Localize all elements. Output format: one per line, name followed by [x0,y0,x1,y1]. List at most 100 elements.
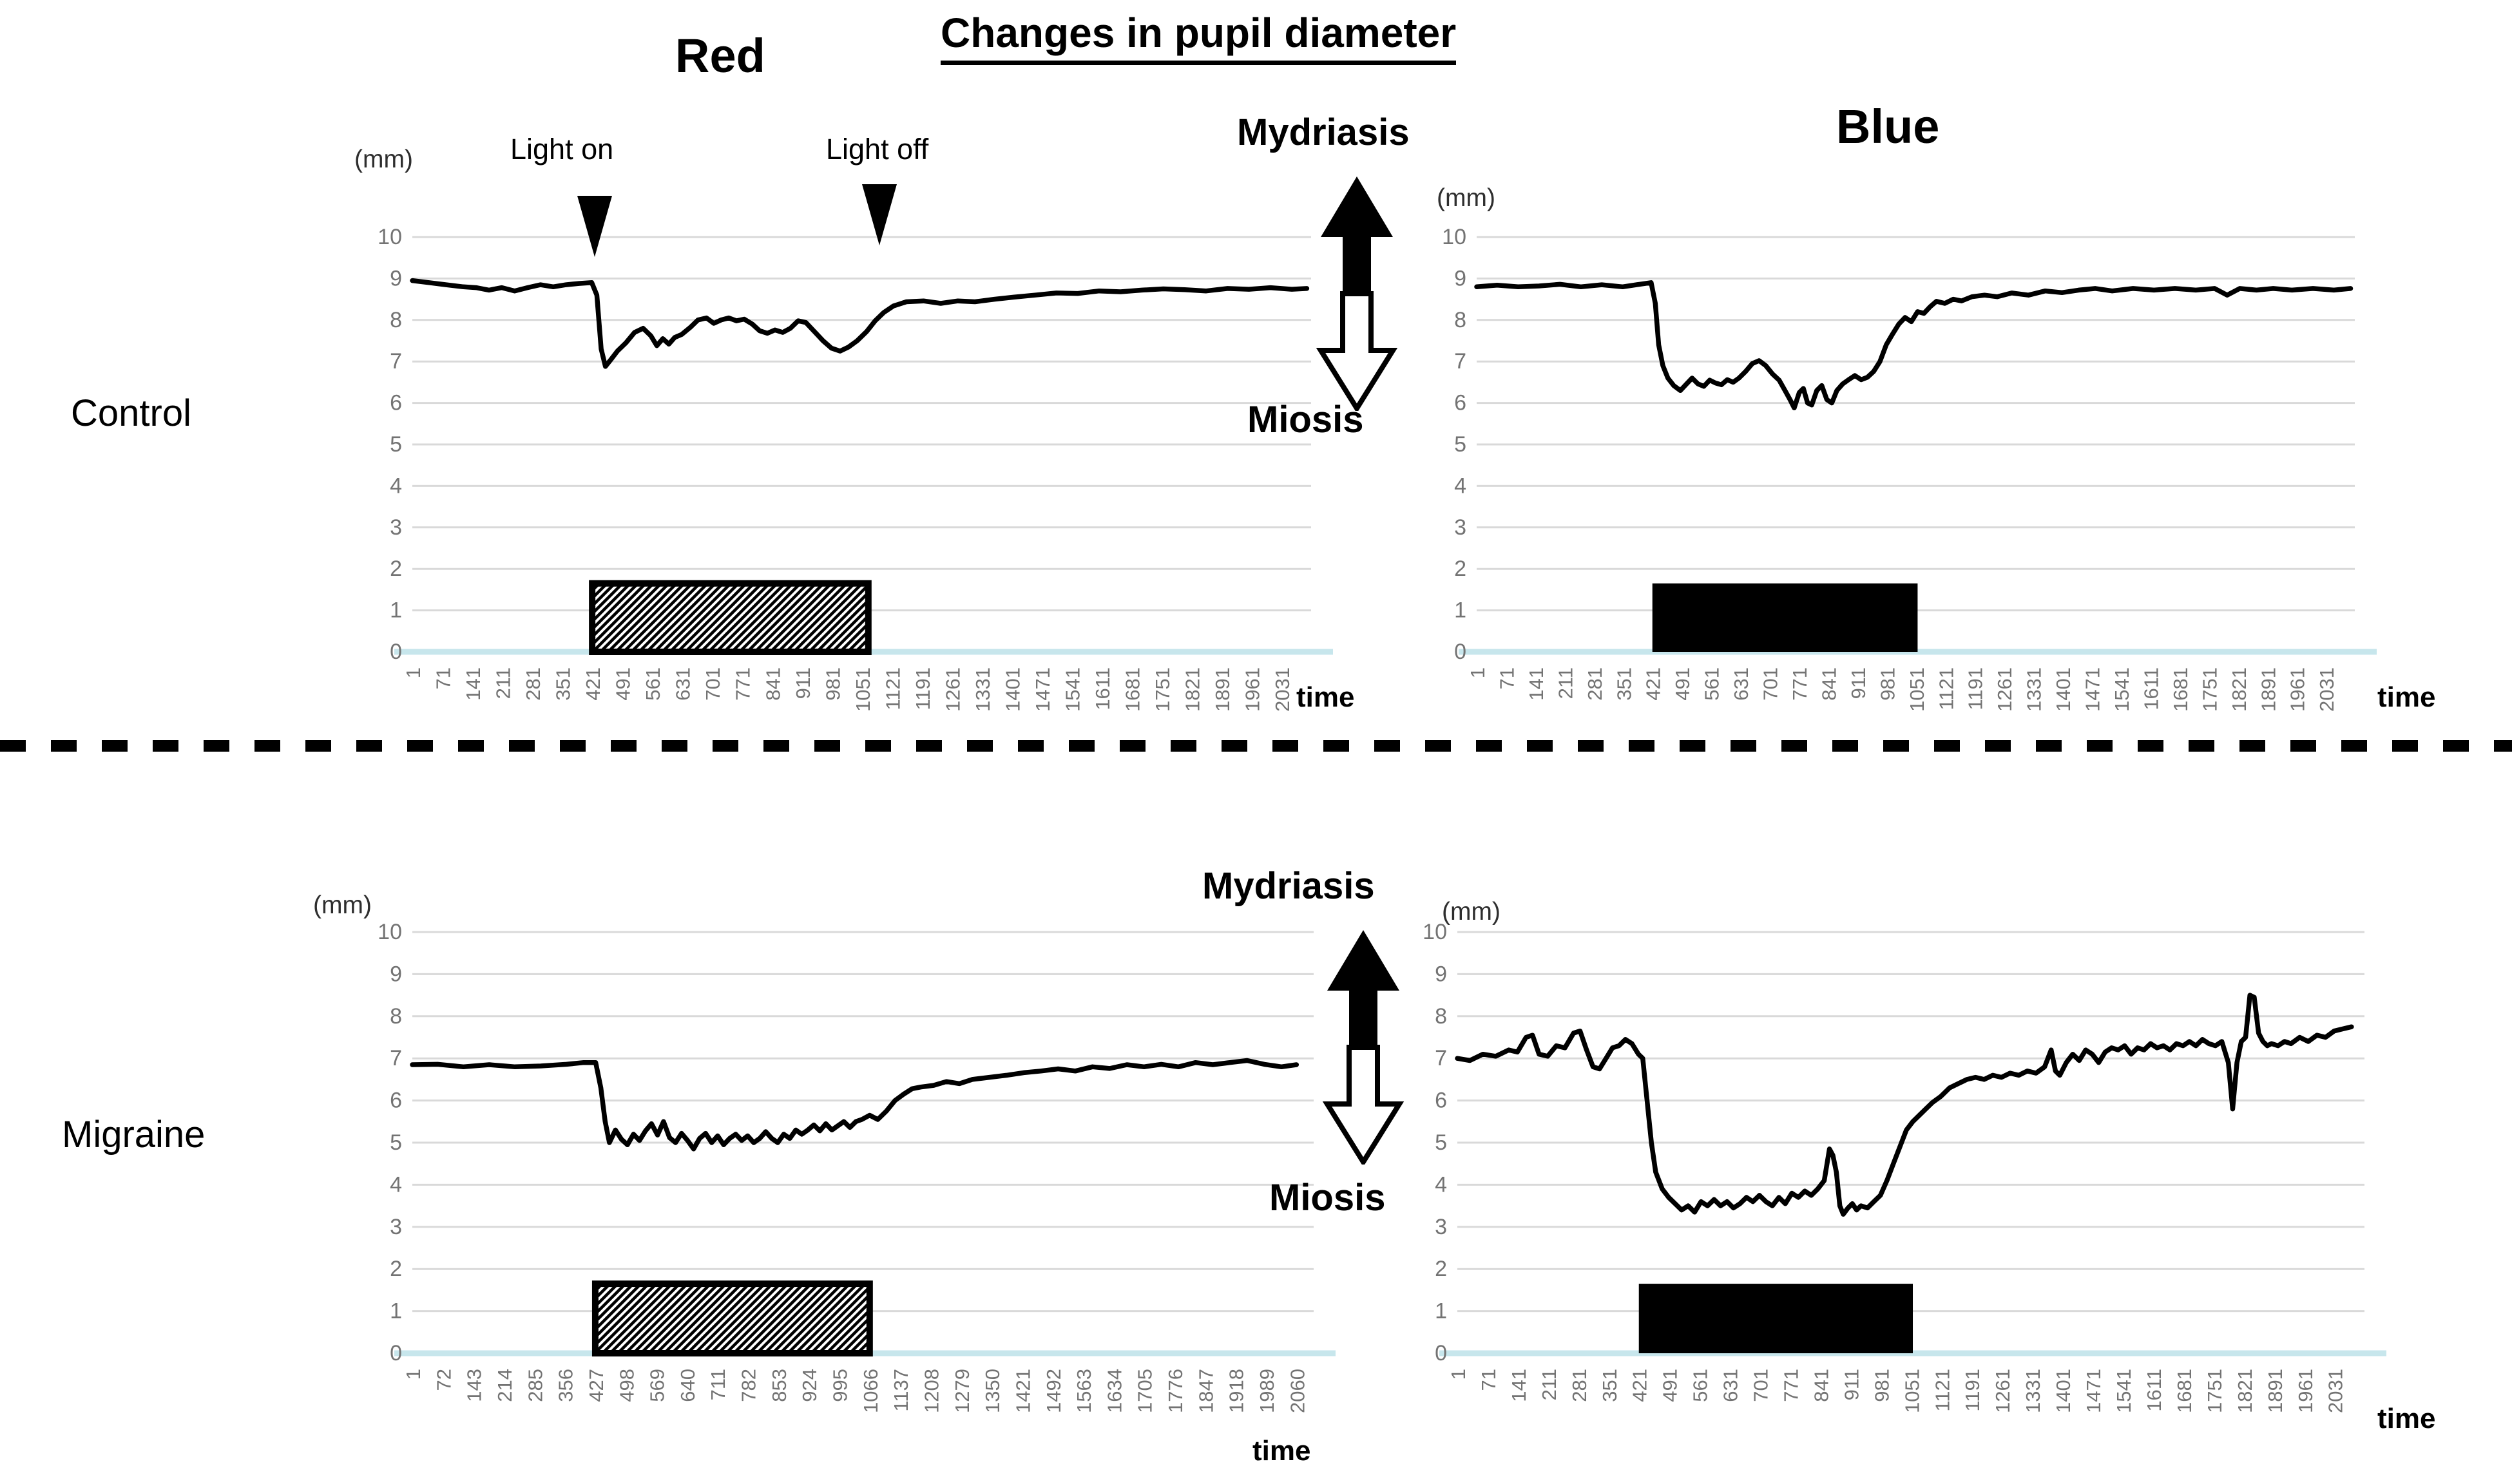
y-tick-label: 10 [1442,225,1466,249]
y-tick-label: 9 [390,962,402,986]
y-tick-label: 0 [390,640,402,664]
y-tick-label: 6 [1454,391,1466,415]
x-tick-label: 351 [1598,1369,1621,1402]
x-tick-label: 771 [732,667,754,701]
y-tick-label: 2 [1454,556,1466,581]
x-tick-label: 1051 [852,667,874,712]
y-tick-label: 4 [390,1172,402,1197]
x-tick-label: 1961 [1242,667,1264,712]
x-tick-label: 1821 [1182,667,1204,712]
x-tick-label: 141 [1525,667,1548,701]
y-tick-label: 10 [1423,920,1447,944]
x-tick-label: 1331 [2023,667,2046,712]
x-tick-label: 491 [1659,1369,1682,1402]
x-tick-label: 1261 [1991,1369,2014,1413]
pupil-diameter-line-migraine-red [410,1058,1299,1152]
light-off-marker-icon [862,184,897,245]
x-tick-label: 911 [792,667,814,699]
y-unit-label: (mm) [354,146,413,173]
x-tick-label: 853 [768,1369,791,1402]
x-tick-label: 1121 [1935,667,1957,710]
x-tick-label: 981 [1870,1369,1893,1402]
x-tick-label: 141 [1508,1369,1530,1402]
y-tick-label: 10 [378,225,402,249]
y-tick-label: 0 [1454,640,1466,664]
y-unit-label: (mm) [1442,898,1500,926]
x-tick-label: 356 [555,1369,577,1402]
x-tick-label: 211 [1538,1369,1560,1400]
x-tick-label: 1776 [1164,1369,1187,1413]
column-label-red: Red [675,29,765,82]
x-tick-label: 981 [1876,667,1899,701]
x-tick-label: 841 [1817,667,1840,701]
x-tick-label: 1261 [941,667,964,712]
x-tick-label: 631 [1730,667,1752,701]
x-tick-label: 1891 [1211,667,1234,712]
x-tick-label: 1261 [1993,667,2016,712]
x-axis-time-label: time [2377,1403,2436,1434]
x-tick-label: 1401 [1001,667,1024,712]
x-tick-label: 1961 [2287,667,2309,712]
y-tick-label: 2 [390,1257,402,1281]
x-tick-label: 1191 [1964,667,1987,710]
x-tick-label: 427 [585,1369,608,1402]
y-tick-label: 8 [1435,1004,1447,1029]
x-tick-label: 1471 [1031,667,1054,712]
miosis-label: Miosis [1269,1177,1386,1219]
y-tick-label: 7 [390,1046,402,1070]
x-tick-label: 421 [1629,1369,1651,1402]
x-tick-label: 1821 [2234,1369,2256,1413]
x-tick-label: 771 [1780,1369,1803,1402]
x-tick-label: 491 [1671,667,1694,701]
x-tick-label: 1 [402,667,425,678]
light-off-label: Light off [826,133,929,166]
x-tick-label: 1350 [981,1369,1004,1413]
x-tick-label: 995 [829,1369,852,1402]
x-tick-label: 1421 [1012,1369,1034,1413]
x-tick-label: 1891 [2257,667,2279,712]
y-tick-label: 7 [390,349,402,374]
miosis-label: Miosis [1247,399,1364,441]
y-tick-label: 1 [1435,1299,1447,1324]
y-tick-label: 9 [390,266,402,290]
y-tick-label: 9 [1454,266,1466,290]
x-tick-label: 1051 [1901,1369,1923,1413]
x-tick-label: 1471 [2082,667,2104,712]
mydriasis-label: Mydriasis [1202,865,1375,907]
y-tick-label: 4 [1454,473,1466,498]
x-tick-label: 1541 [2111,667,2133,712]
page-title: Changes in pupil diameter [941,9,1457,65]
x-tick-label: 211 [1554,667,1577,699]
x-tick-label: 1563 [1073,1369,1095,1413]
x-tick-label: 1891 [2264,1369,2287,1413]
y-tick-label: 2 [1435,1257,1447,1281]
x-tick-label: 1751 [2198,667,2221,712]
x-tick-label: 640 [676,1369,699,1402]
y-tick-label: 5 [1454,432,1466,457]
x-tick-label: 1751 [1151,667,1174,712]
x-tick-label: 1681 [2173,1369,2196,1413]
light-on-marker-icon [577,196,612,257]
y-tick-label: 3 [1435,1215,1447,1239]
x-tick-label: 2031 [2315,667,2338,712]
x-tick-label: 143 [463,1369,486,1402]
x-tick-label: 491 [612,667,635,701]
x-tick-label: 1191 [912,667,934,710]
x-tick-label: 1989 [1256,1369,1278,1413]
x-tick-label: 141 [462,667,484,701]
x-tick-label: 1331 [2022,1369,2044,1413]
x-tick-label: 1847 [1194,1369,1217,1413]
x-tick-label: 1279 [951,1369,973,1413]
x-tick-label: 1611 [2140,667,2162,710]
y-tick-label: 0 [1435,1341,1447,1365]
row-label-control: Control [71,392,191,434]
x-tick-label: 351 [1613,667,1635,701]
y-tick-label: 7 [1454,349,1466,374]
x-tick-label: 2031 [1271,667,1294,712]
x-tick-label: 1121 [881,667,904,710]
y-tick-label: 6 [390,391,402,415]
x-tick-label: 281 [1568,1369,1591,1402]
x-axis-time-label: time [2377,681,2436,713]
x-tick-label: 1401 [2052,667,2075,712]
x-tick-label: 711 [707,1369,729,1400]
